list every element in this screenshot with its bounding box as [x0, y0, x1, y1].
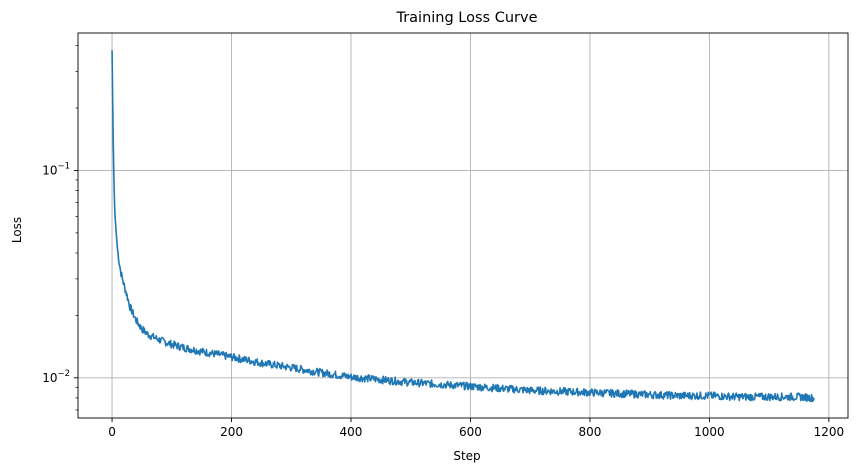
x-tick-label: 800: [578, 425, 601, 439]
loss-series-line: [111, 50, 815, 403]
grid: [78, 33, 848, 418]
x-tick-label: 600: [459, 425, 482, 439]
axes: 0 200 400 600 800 1000 1200 10−2 10−1: [42, 32, 849, 439]
y-tick-label: 10−1: [42, 161, 70, 177]
x-tick-label: 400: [340, 425, 363, 439]
x-axis-label: Step: [453, 449, 480, 463]
chart-title: Training Loss Curve: [395, 10, 537, 26]
y-axis-label: Loss: [10, 217, 24, 243]
plot-frame: [77, 32, 849, 419]
y-tick-label: 10−2: [42, 369, 70, 385]
x-tick-label: 1000: [694, 425, 725, 439]
x-tick-label: 0: [108, 425, 116, 439]
plot-area: [111, 50, 815, 403]
x-tick-label: 200: [220, 425, 243, 439]
x-tick-label: 1200: [814, 425, 845, 439]
